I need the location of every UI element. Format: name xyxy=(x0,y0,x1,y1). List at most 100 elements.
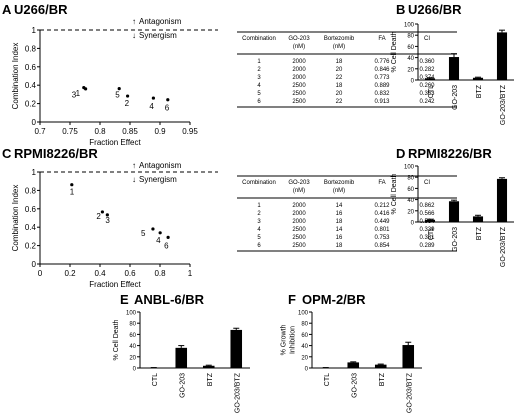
panel-header-b: B U266/BR xyxy=(396,2,462,17)
table-cell: 2500 xyxy=(292,99,306,105)
x-tick-label: 0.95 xyxy=(182,127,198,136)
data-point xyxy=(166,98,170,102)
x-axis-label: Fraction Effect xyxy=(89,138,141,147)
table-cell: 2 xyxy=(257,67,261,73)
x-tick-label: 0.8 xyxy=(94,127,106,136)
y-tick-label: 0.4 xyxy=(25,223,37,232)
table-cell: 22 xyxy=(336,99,343,105)
table-cell: 1 xyxy=(257,203,261,209)
table-cell: 0.846 xyxy=(374,67,390,73)
y-axis-label: Inhibition xyxy=(290,326,297,354)
y-tick-label: 60 xyxy=(407,45,414,51)
down-arrow-icon: ↓ xyxy=(132,175,136,184)
table-header-cell: Bortezomib xyxy=(324,180,355,186)
x-tick-label: 0.7 xyxy=(34,127,46,136)
y-tick-label: 60 xyxy=(129,333,136,339)
panel-title: RPMI8226/BR xyxy=(14,146,98,161)
data-point xyxy=(151,96,155,100)
bar xyxy=(347,362,360,368)
point-label: 4 xyxy=(156,236,161,245)
x-tick-label: BTZ xyxy=(476,84,483,98)
table-cell: 0.889 xyxy=(374,83,390,89)
table-cell: 2500 xyxy=(292,235,306,241)
panel-header-f: F OPM-2/BR xyxy=(288,292,366,307)
ci-legend: ↑ Antagonism↓ Synergism xyxy=(132,17,182,40)
table-cell: 0.566 xyxy=(419,211,435,217)
panel-header-c: C RPMI8226/BR xyxy=(2,146,98,161)
y-axis-label: % Cell Death xyxy=(391,173,398,214)
table-cell: 20 xyxy=(336,67,343,73)
y-tick-label: 40 xyxy=(407,56,414,62)
data-point xyxy=(158,231,162,235)
data-point xyxy=(117,87,121,91)
bar xyxy=(374,364,387,368)
data-point xyxy=(105,213,109,217)
up-arrow-icon: ↑ xyxy=(132,17,136,26)
y-tick-label: 60 xyxy=(407,187,414,193)
point-label: 4 xyxy=(149,102,154,111)
table-header-cell: CI xyxy=(424,180,430,186)
table-cell: 0.381 xyxy=(419,235,435,241)
x-tick-label: GO-203/BTZ xyxy=(234,372,241,413)
point-label: 1 xyxy=(70,188,75,197)
y-tick-label: 0.8 xyxy=(25,44,37,53)
table-cell: 14 xyxy=(336,227,343,233)
bar-chart-d: 0 20 40 60 80 100 CTL GO-203 BTZ GO-203/BTZ % Cell… xyxy=(391,165,514,267)
y-tick-label: 1 xyxy=(32,26,37,35)
y-tick-label: 40 xyxy=(301,344,308,350)
table-cell: 0.282 xyxy=(419,67,435,73)
table-header-cell: (nM) xyxy=(293,44,305,50)
y-tick-label: 20 xyxy=(301,355,308,361)
table-cell: 22 xyxy=(336,75,343,81)
bar xyxy=(175,347,188,368)
bar xyxy=(472,77,484,80)
x-tick-label: 0.6 xyxy=(124,269,136,278)
x-tick-label: CTL xyxy=(428,227,435,240)
table-cell: 5 xyxy=(257,91,261,97)
panel-letter: F xyxy=(288,292,296,307)
x-axis-label: Fraction Effect xyxy=(89,280,141,289)
bar xyxy=(496,32,508,80)
panel-title: RPMI8226/BR xyxy=(408,146,492,161)
table-cell: 16 xyxy=(336,211,343,217)
x-tick-label: 0 xyxy=(38,269,43,278)
x-tick-label: BTZ xyxy=(207,372,214,386)
bar xyxy=(424,219,436,222)
x-tick-label: GO-203/BTZ xyxy=(500,226,507,267)
table-cell: 3 xyxy=(257,219,261,225)
panel-title: ANBL-6/BR xyxy=(134,292,205,307)
x-tick-label: CTL xyxy=(428,85,435,98)
panel-title: OPM-2/BR xyxy=(302,292,366,307)
table-cell: 2000 xyxy=(292,211,306,217)
table-cell: 2500 xyxy=(292,83,306,89)
table-header-cell: Combination xyxy=(242,36,276,42)
point-label: 1 xyxy=(76,89,81,98)
point-label: 3 xyxy=(72,91,77,100)
table-header-cell: FA xyxy=(378,180,385,186)
y-tick-label: 0.4 xyxy=(25,81,37,90)
x-tick-label: 0.8 xyxy=(154,269,166,278)
x-tick-label: 0.9 xyxy=(154,127,166,136)
y-tick-label: 40 xyxy=(129,344,136,350)
table-cell: 2500 xyxy=(292,243,306,249)
y-tick-label: 0.2 xyxy=(25,242,37,251)
table-cell: 6 xyxy=(257,99,261,105)
x-tick-label: 1 xyxy=(188,269,193,278)
table-cell: 2500 xyxy=(292,91,306,97)
table-cell: 0.449 xyxy=(374,219,390,225)
table-cell: 4 xyxy=(257,83,261,89)
x-tick-label: GO-203 xyxy=(351,373,358,398)
table-cell: 0.416 xyxy=(374,211,390,217)
table-cell: 18 xyxy=(336,243,343,249)
panel-title: U266/BR xyxy=(14,2,68,17)
data-point xyxy=(151,227,155,231)
data-point xyxy=(166,235,170,240)
panel-header-e: E ANBL-6/BR xyxy=(120,292,205,307)
table-cell: 16 xyxy=(336,235,343,241)
ci-table-c: Combination GO-203 (nM) Bortezomib (nM) FA CI 1… xyxy=(237,175,457,252)
table-cell: 6 xyxy=(257,243,261,249)
table-cell: 0.832 xyxy=(374,91,390,97)
table-header-cell: GO-203 xyxy=(288,36,310,42)
panel-letter: C xyxy=(2,146,12,161)
y-tick-label: 0.6 xyxy=(25,205,37,214)
